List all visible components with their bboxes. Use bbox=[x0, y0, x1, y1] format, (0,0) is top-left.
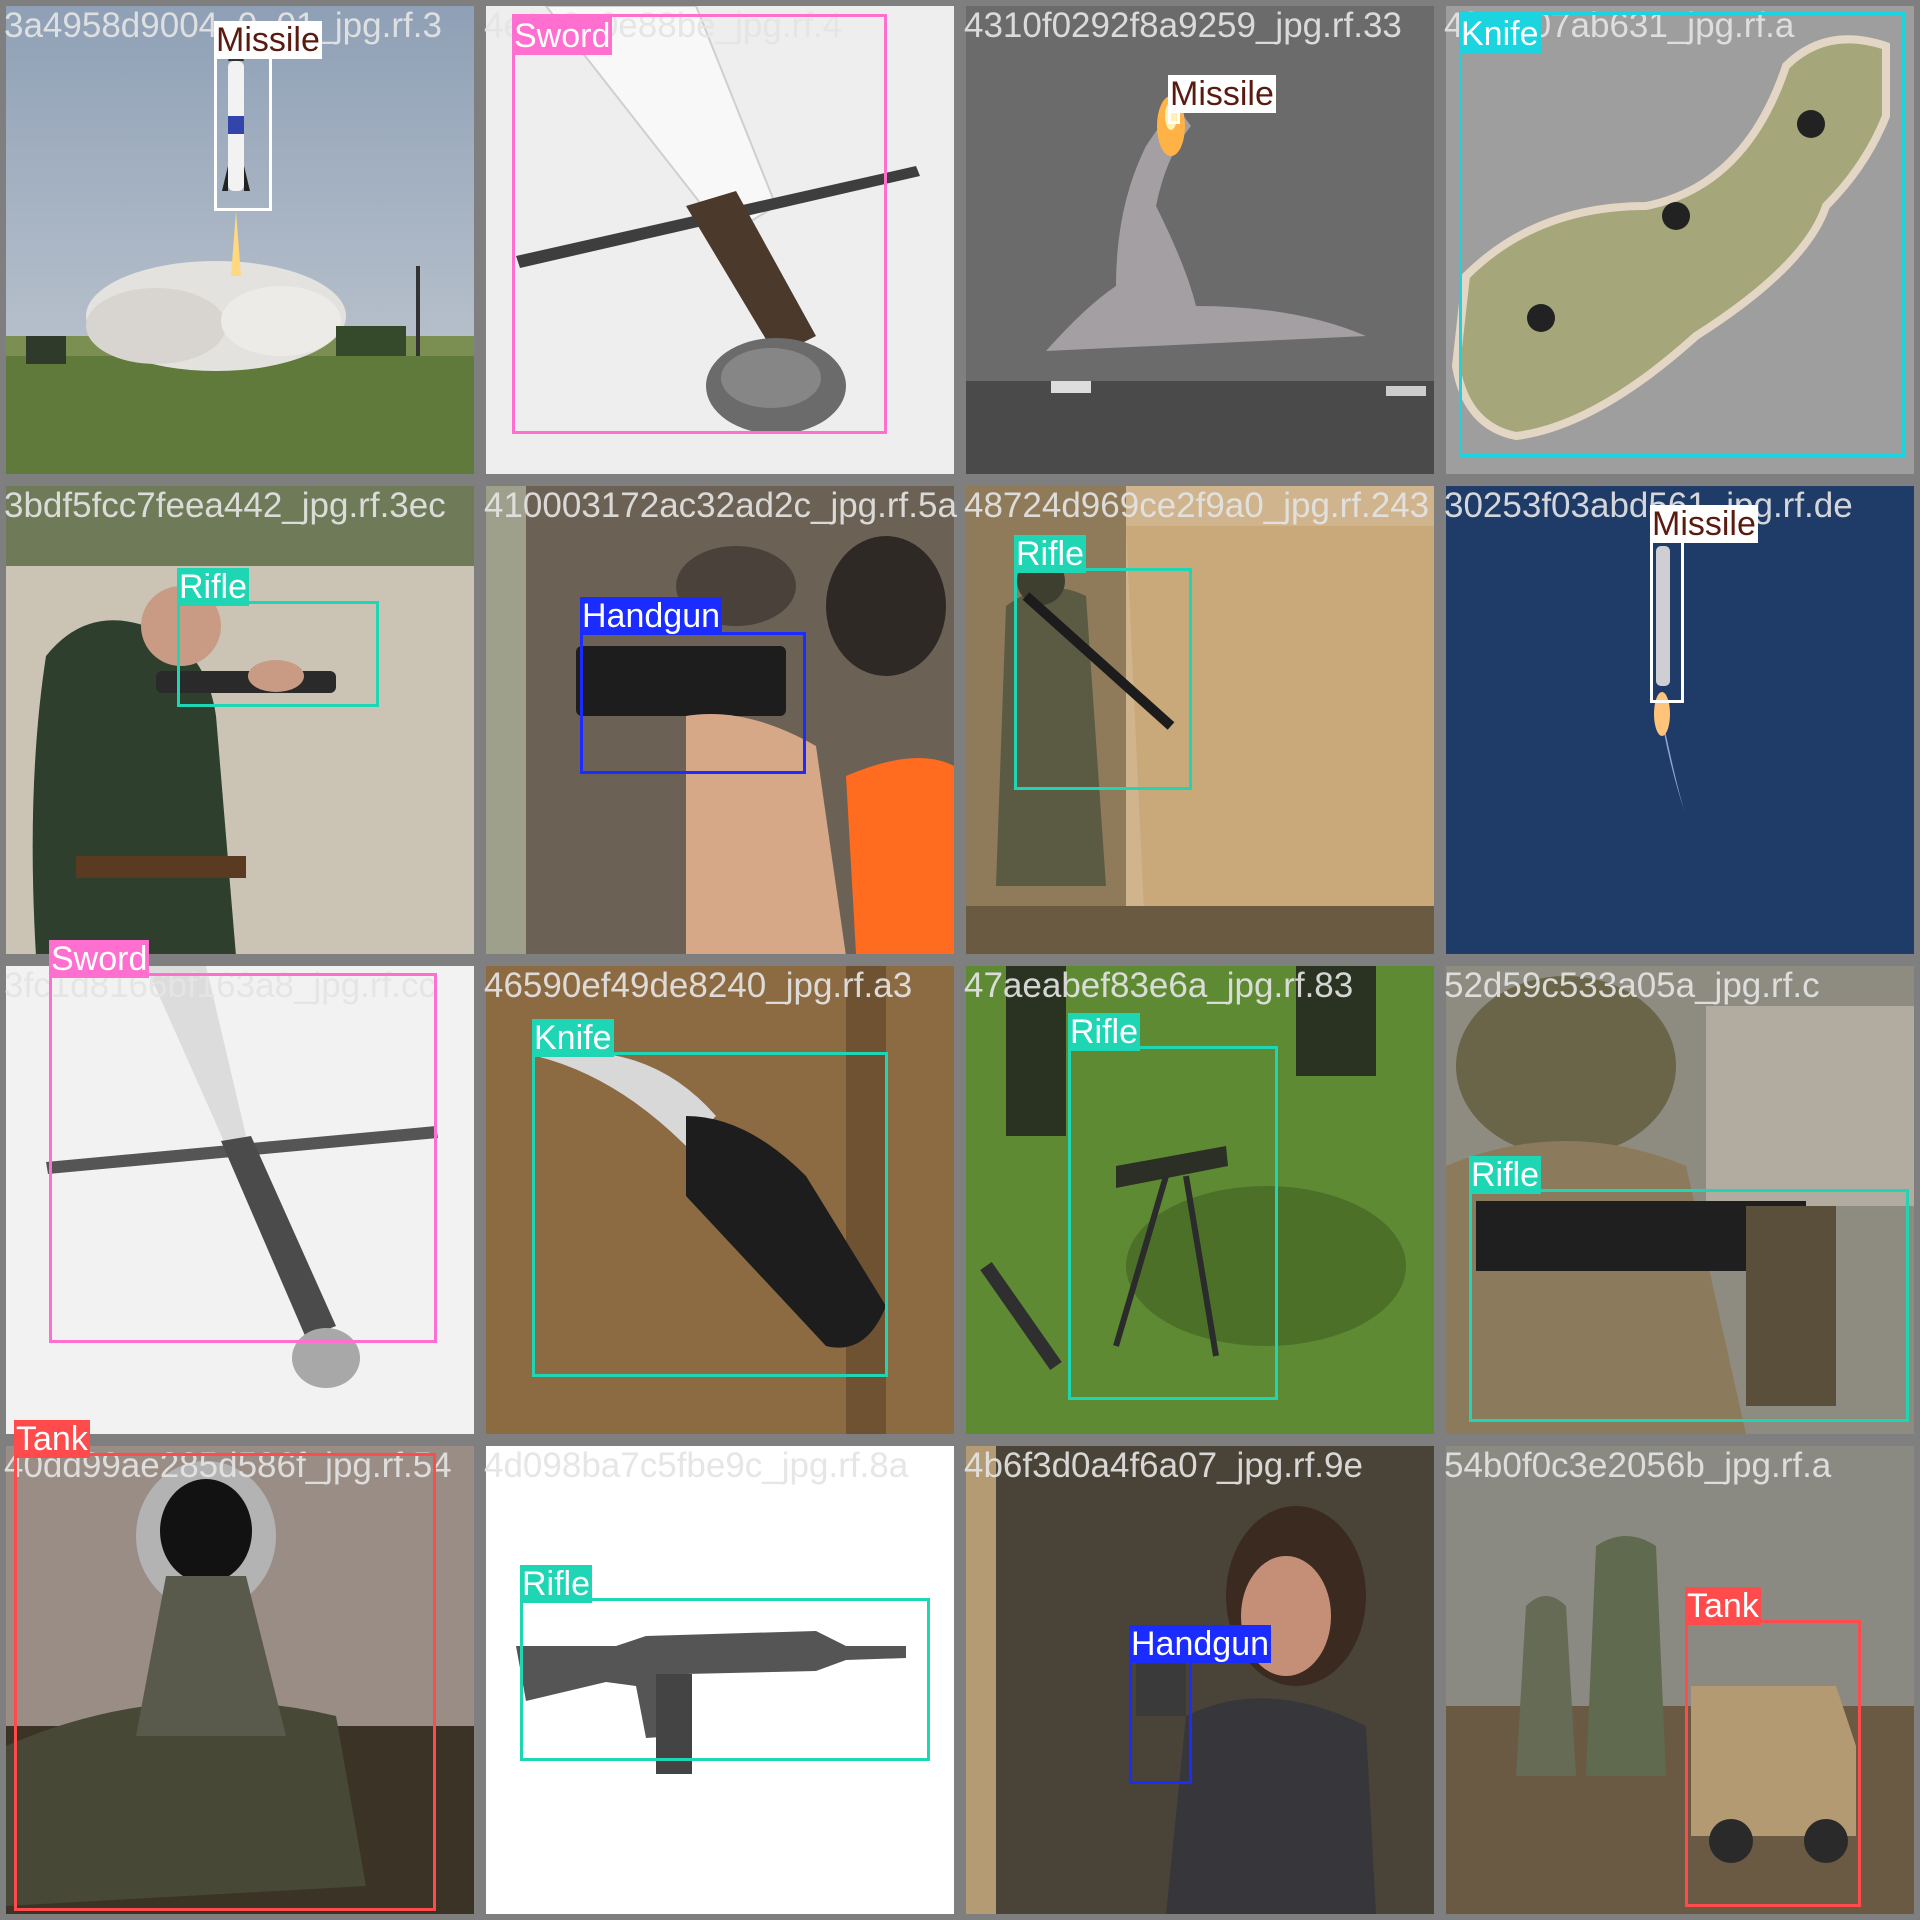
tile-3: 4310f0292f8a9259_jpg.rf.33 Missile bbox=[960, 0, 1440, 480]
photo-longsword-white bbox=[6, 966, 474, 1434]
photo-machine-gun-grass bbox=[966, 966, 1434, 1434]
photo-missile-launch-field bbox=[6, 6, 474, 474]
bbox-label: Missile bbox=[214, 21, 322, 59]
bbox-rifle: Rifle bbox=[177, 568, 379, 707]
bbox-label: Knife bbox=[1459, 15, 1541, 53]
bbox-handgun: Handgun bbox=[580, 597, 806, 774]
bbox-tank: Tank bbox=[14, 1420, 436, 1911]
bbox-label: Rifle bbox=[177, 568, 250, 606]
bbox-missile: Missile bbox=[214, 21, 322, 211]
photo-soldier-aiming-rifle bbox=[1446, 966, 1914, 1434]
photo-shooting-range-handgun bbox=[486, 486, 954, 954]
tile-9: 3fc1d8166bf163a8_jpg.rf.cc Sword bbox=[0, 940, 480, 1440]
bbox-label: Handgun bbox=[1129, 1625, 1272, 1663]
tile-6: 410003172ac32ad2c_jpg.rf.5a Handgun bbox=[480, 480, 960, 960]
photo-man-firing-rifle bbox=[6, 486, 474, 954]
tile-5: 3bdf5fcc7feea442_jpg.rf.3ec Rifle bbox=[0, 480, 480, 960]
bbox-label: Rifle bbox=[1068, 1013, 1141, 1051]
tile-4: 4fa2a07ab631_jpg.rf.a Knife bbox=[1440, 0, 1920, 480]
bbox-label: Rifle bbox=[520, 1565, 593, 1603]
bbox-label: Sword bbox=[49, 940, 150, 978]
bbox-label: Missile bbox=[1168, 75, 1276, 113]
tile-16: 54b0f0c3e2056b_jpg.rf.a Tank bbox=[1440, 1440, 1920, 1920]
tile-2: 4e1e9c0e88be_jpg.rf.4 Sword bbox=[480, 0, 960, 480]
photo-soldier-by-tent bbox=[966, 486, 1434, 954]
tile-13: 40dd99ae285d586f_jpg.rf.54 Tank bbox=[0, 1420, 480, 1920]
tile-15: 4b6f3d0a4f6a07_jpg.rf.9e Handgun bbox=[960, 1440, 1440, 1920]
tile-14: 4d098ba7c5fbe9c_jpg.rf.8a Rifle bbox=[480, 1440, 960, 1920]
bbox-label: Missile bbox=[1650, 505, 1758, 543]
photo-woman-aiming-handgun bbox=[966, 1446, 1434, 1914]
tile-8: 30253f03abd561_jpg.rf.de Missile bbox=[1440, 480, 1920, 960]
bbox-label: Rifle bbox=[1469, 1156, 1542, 1194]
photo-rifle-white-background bbox=[486, 1446, 954, 1914]
bbox-label: Rifle bbox=[1014, 535, 1087, 573]
bbox-label: Tank bbox=[14, 1420, 90, 1458]
bbox-label: Knife bbox=[532, 1019, 614, 1057]
bbox-rifle: Rifle bbox=[1068, 1013, 1278, 1400]
bbox-missile: Missile bbox=[1168, 75, 1276, 124]
bbox-handgun: Handgun bbox=[1129, 1625, 1272, 1784]
bbox-label: Sword bbox=[512, 17, 613, 55]
photo-sword-hilt-closeup bbox=[486, 6, 954, 474]
bbox-rifle: Rifle bbox=[520, 1565, 930, 1761]
tile-12: 52d59c533a05a_jpg.rf.c Rifle bbox=[1440, 960, 1920, 1440]
bbox-rifle: Rifle bbox=[1014, 535, 1192, 790]
bbox-sword: Sword bbox=[49, 940, 437, 1343]
photo-rocket-blue-sky bbox=[1446, 486, 1914, 954]
tile-11: 47aeabef83e6a_jpg.rf.83 Rifle bbox=[960, 960, 1440, 1440]
photo-tank-barrel bbox=[6, 1446, 474, 1914]
bbox-label: Tank bbox=[1685, 1587, 1761, 1625]
bbox-knife: Knife bbox=[532, 1019, 888, 1377]
bbox-label: Handgun bbox=[580, 597, 723, 635]
bbox-rifle: Rifle bbox=[1469, 1156, 1909, 1422]
bbox-missile: Missile bbox=[1650, 505, 1758, 703]
tile-1: 3a4958d9004_0_01_jpg.rf.3 Missile bbox=[0, 0, 480, 480]
bbox-knife: Knife bbox=[1459, 12, 1905, 457]
bbox-tank: Tank bbox=[1685, 1587, 1861, 1907]
bbox-sword: Sword bbox=[512, 14, 887, 434]
tile-7: 48724d969ce2f9a0_jpg.rf.243 Rifle bbox=[960, 480, 1440, 960]
tile-10: 46590ef49de8240_jpg.rf.a3 Knife bbox=[480, 960, 960, 1440]
photo-soldiers-armored-vehicle bbox=[1446, 1446, 1914, 1914]
photo-knife-handle-scale bbox=[1446, 6, 1914, 474]
